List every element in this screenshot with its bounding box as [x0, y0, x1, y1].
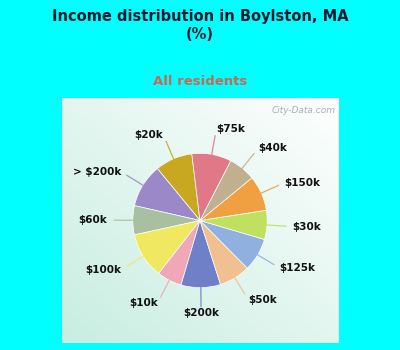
- Text: $20k: $20k: [135, 130, 164, 140]
- Wedge shape: [181, 220, 220, 288]
- Text: $10k: $10k: [129, 298, 158, 308]
- Text: $125k: $125k: [280, 263, 316, 273]
- Text: All residents: All residents: [153, 75, 247, 88]
- Text: $30k: $30k: [292, 222, 321, 232]
- Text: $150k: $150k: [285, 178, 321, 188]
- Text: $100k: $100k: [86, 265, 122, 275]
- Wedge shape: [200, 220, 264, 268]
- Text: $60k: $60k: [78, 215, 107, 225]
- Wedge shape: [200, 220, 247, 285]
- Text: $50k: $50k: [248, 295, 277, 305]
- Wedge shape: [192, 153, 231, 220]
- Wedge shape: [157, 154, 200, 220]
- Wedge shape: [200, 210, 267, 239]
- Text: > $200k: > $200k: [73, 167, 121, 177]
- Text: $40k: $40k: [258, 144, 287, 153]
- Text: City-Data.com: City-Data.com: [272, 106, 336, 115]
- Wedge shape: [134, 220, 200, 273]
- Text: $75k: $75k: [216, 124, 245, 134]
- Wedge shape: [133, 205, 200, 235]
- Wedge shape: [200, 161, 252, 220]
- Wedge shape: [200, 178, 266, 220]
- Wedge shape: [159, 220, 200, 285]
- Text: Income distribution in Boylston, MA
(%): Income distribution in Boylston, MA (%): [52, 9, 348, 42]
- Text: $200k: $200k: [183, 308, 219, 318]
- Wedge shape: [134, 169, 200, 220]
